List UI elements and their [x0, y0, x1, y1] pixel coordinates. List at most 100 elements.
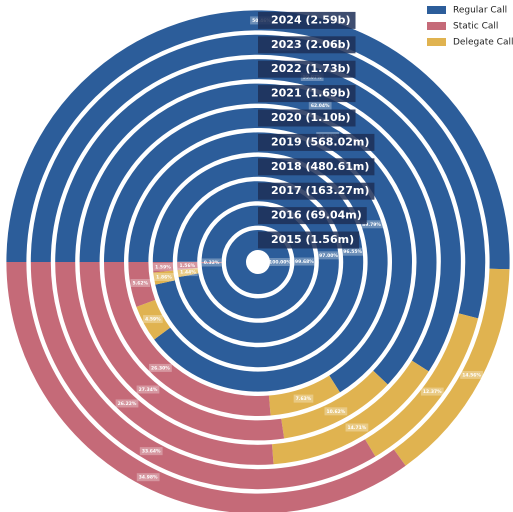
value-label-box — [130, 279, 151, 288]
value-label-text: 1.44% — [180, 270, 196, 276]
value-label: 99.68% — [293, 257, 316, 266]
value-label-box — [317, 251, 340, 260]
value-label-text: 100.00% — [269, 260, 291, 266]
value-label-text: 33.64% — [142, 449, 161, 455]
value-label-box — [420, 387, 444, 396]
value-label-text: 26.30% — [151, 365, 170, 371]
year-label: 2017 (163.27m) — [258, 182, 375, 200]
legend-swatch — [427, 6, 446, 14]
value-label-box — [115, 399, 139, 408]
value-label-text: 5.62% — [132, 281, 148, 287]
value-label-text: 0.32% — [204, 260, 220, 266]
year-label-box — [258, 11, 356, 29]
ring-segment — [136, 299, 171, 340]
value-label-box — [460, 370, 483, 379]
value-label: 62.04% — [308, 101, 332, 110]
year-label-text: 2016 (69.04m) — [271, 209, 362, 222]
value-label-text: 4.59% — [145, 317, 161, 323]
value-label: 14.71% — [345, 423, 369, 432]
value-label-box — [143, 315, 163, 324]
ring-segment — [177, 181, 339, 343]
year-label-text: 2021 (1.69b) — [271, 87, 351, 100]
ring-segment — [30, 261, 376, 490]
value-label: 100.00% — [267, 258, 293, 266]
year-label-text: 2018 (480.61m) — [271, 160, 369, 173]
value-label: 4.59% — [143, 315, 163, 324]
year-label: 2023 (2.06b) — [258, 36, 356, 54]
ring-segment — [201, 205, 315, 319]
value-label-box — [293, 394, 314, 403]
value-label: 26.30% — [149, 363, 172, 372]
value-label: 33.64% — [139, 447, 163, 456]
value-label: 5.62% — [130, 279, 151, 288]
value-label-box — [293, 257, 316, 266]
value-label-text: 12.37% — [423, 389, 442, 395]
value-label-text: 62.04% — [311, 103, 330, 109]
ring-segment — [55, 261, 274, 465]
year-label-text: 2023 (2.06b) — [271, 38, 351, 51]
year-label-text: 2020 (1.10b) — [271, 111, 351, 124]
ring-segment — [128, 132, 388, 392]
value-label-box — [341, 247, 365, 256]
year-label-text: 2015 (1.56m) — [271, 233, 354, 246]
ring-segment — [268, 375, 340, 416]
value-label-text: 96.55% — [343, 249, 362, 255]
value-label-text: 14.71% — [348, 425, 367, 431]
value-label-box — [177, 261, 198, 270]
value-label-box — [201, 258, 222, 267]
ring-segment — [153, 270, 175, 285]
value-label-text: 1.59% — [155, 264, 171, 270]
legend-label: Regular Call — [453, 6, 507, 16]
value-label-text: 7.63% — [296, 396, 312, 402]
ring-segment — [177, 267, 199, 278]
value-label: 97.00% — [317, 251, 340, 260]
year-label-box — [258, 109, 356, 127]
value-label: 96.55% — [341, 247, 365, 256]
year-label-box — [258, 36, 356, 54]
value-label-text: 89.79% — [362, 222, 381, 228]
ring-segment — [226, 230, 291, 294]
year-label-text: 2017 (163.27m) — [271, 184, 369, 197]
value-label: 1.59% — [153, 262, 173, 271]
year-label: 2016 (69.04m) — [258, 207, 367, 225]
ring-segment — [281, 370, 388, 439]
value-label-text: 10.62% — [326, 409, 345, 415]
value-label-text: 1.56% — [179, 263, 195, 269]
ring-segment — [364, 313, 479, 457]
value-label-box — [139, 447, 163, 456]
ring-segment — [79, 261, 285, 441]
year-label-box — [258, 133, 375, 151]
value-label-text: 99.68% — [295, 259, 314, 265]
year-label: 2015 (1.56m) — [258, 231, 360, 249]
value-label-text: 27.34% — [139, 387, 158, 393]
value-label-box — [324, 407, 348, 416]
ring-segment — [271, 360, 429, 465]
value-label: 7.63% — [293, 394, 314, 403]
ring-segment — [393, 268, 510, 466]
year-label-text: 2022 (1.73b) — [271, 62, 351, 75]
value-label: 0.32% — [201, 258, 222, 267]
year-label-text: 2019 (568.02m) — [271, 135, 369, 148]
value-label-box — [360, 220, 383, 229]
value-label: 27.34% — [136, 385, 160, 394]
ring-segment — [104, 261, 271, 416]
value-label-box — [345, 423, 369, 432]
value-label: 1.56% — [177, 261, 198, 270]
ring-segment — [6, 261, 406, 512]
year-label-box — [258, 85, 356, 103]
ring-segment — [79, 83, 437, 385]
value-label-text: 14.56% — [462, 372, 481, 378]
ring-segment — [152, 156, 364, 368]
value-label: 34.98% — [136, 473, 160, 482]
year-label-box — [258, 231, 360, 249]
value-label: 26.22% — [115, 399, 139, 408]
year-label: 2021 (1.69b) — [258, 85, 356, 103]
legend-swatch — [427, 22, 446, 30]
year-label: 2024 (2.59b) — [258, 11, 356, 29]
legend-label: Delegate Call — [453, 38, 513, 48]
value-label-box — [267, 258, 293, 266]
year-label: 2022 (1.73b) — [258, 60, 356, 78]
value-label: 10.62% — [324, 407, 348, 416]
value-label-box — [308, 101, 332, 110]
